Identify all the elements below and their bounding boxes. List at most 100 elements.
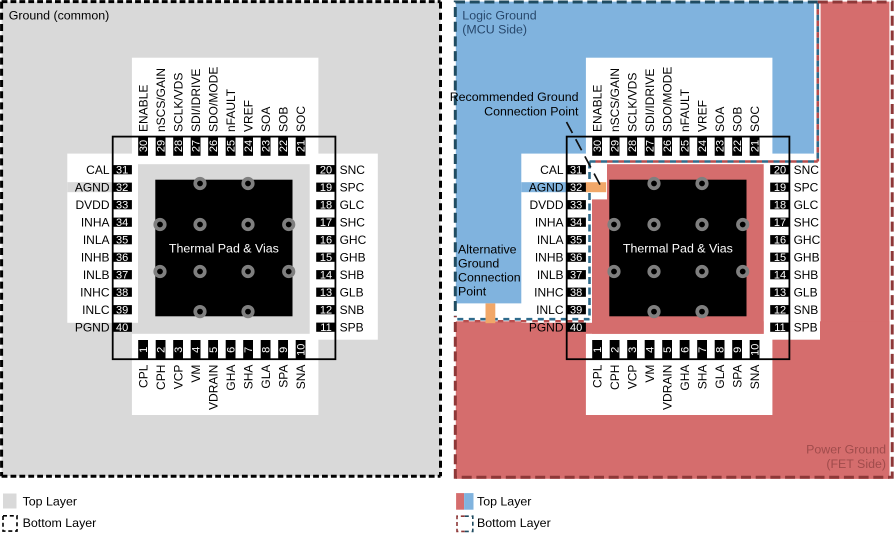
svg-text:SHA: SHA: [241, 365, 255, 390]
svg-text:26: 26: [208, 140, 220, 152]
svg-text:18: 18: [774, 199, 786, 211]
svg-text:GHB: GHB: [340, 251, 366, 265]
svg-text:17: 17: [774, 217, 786, 229]
svg-text:10: 10: [295, 344, 307, 356]
svg-text:SNC: SNC: [794, 163, 820, 177]
svg-text:SHC: SHC: [794, 216, 820, 230]
svg-text:GLA: GLA: [259, 365, 273, 389]
svg-text:35: 35: [116, 234, 128, 246]
svg-text:(MCU Side): (MCU Side): [462, 23, 527, 37]
svg-text:GLC: GLC: [340, 198, 365, 212]
svg-text:35: 35: [570, 234, 582, 246]
svg-text:24: 24: [243, 140, 255, 152]
svg-text:PGND: PGND: [75, 321, 110, 335]
svg-text:CAL: CAL: [540, 163, 564, 177]
svg-text:29: 29: [609, 140, 621, 152]
svg-text:8: 8: [260, 347, 272, 353]
svg-text:SCLK/VDS: SCLK/VDS: [625, 73, 639, 132]
svg-text:21: 21: [749, 140, 761, 152]
svg-text:INLB: INLB: [537, 268, 564, 282]
svg-text:INLC: INLC: [536, 303, 564, 317]
svg-text:15: 15: [774, 252, 786, 264]
svg-text:15: 15: [320, 252, 332, 264]
svg-text:SOC: SOC: [748, 106, 762, 132]
svg-text:PGND: PGND: [529, 321, 564, 335]
svg-text:28: 28: [173, 140, 185, 152]
svg-text:SPA: SPA: [730, 365, 744, 388]
svg-text:nSCS/GAIN: nSCS/GAIN: [154, 68, 168, 132]
svg-text:16: 16: [774, 234, 786, 246]
svg-text:VCP: VCP: [625, 365, 639, 390]
svg-text:38: 38: [570, 287, 582, 299]
svg-text:SHB: SHB: [340, 268, 365, 282]
svg-text:ENABLE: ENABLE: [590, 85, 604, 132]
svg-text:10: 10: [749, 344, 761, 356]
svg-text:5: 5: [662, 347, 674, 353]
svg-text:INHC: INHC: [80, 286, 110, 300]
svg-text:Thermal Pad & Vias: Thermal Pad & Vias: [623, 241, 733, 255]
svg-text:33: 33: [116, 199, 128, 211]
svg-text:17: 17: [320, 217, 332, 229]
svg-text:9: 9: [732, 347, 744, 353]
svg-text:SDO/MODE: SDO/MODE: [660, 67, 674, 132]
svg-text:Logic Ground: Logic Ground: [462, 9, 537, 23]
svg-text:29: 29: [155, 140, 167, 152]
svg-text:INHC: INHC: [534, 286, 564, 300]
svg-text:INLB: INLB: [83, 268, 110, 282]
svg-text:4: 4: [644, 347, 656, 353]
svg-text:31: 31: [116, 164, 128, 176]
svg-text:CAL: CAL: [86, 163, 110, 177]
svg-text:6: 6: [679, 347, 691, 353]
svg-text:SDI/IDRIVE: SDI/IDRIVE: [643, 69, 657, 132]
svg-text:GHC: GHC: [340, 233, 367, 247]
svg-text:VREF: VREF: [241, 100, 255, 132]
svg-text:INLA: INLA: [83, 233, 110, 247]
svg-text:1: 1: [138, 347, 150, 353]
svg-text:19: 19: [320, 182, 332, 194]
svg-text:VM: VM: [643, 365, 657, 383]
svg-text:Point: Point: [458, 285, 487, 299]
svg-text:nFAULT: nFAULT: [224, 88, 238, 132]
svg-text:31: 31: [570, 164, 582, 176]
svg-text:32: 32: [570, 182, 582, 194]
svg-text:SPC: SPC: [340, 181, 365, 195]
svg-text:SNA: SNA: [294, 365, 308, 390]
svg-text:12: 12: [774, 304, 786, 316]
svg-text:SOC: SOC: [294, 106, 308, 132]
svg-text:20: 20: [774, 164, 786, 176]
svg-text:AGND: AGND: [75, 181, 110, 195]
svg-text:Ground: Ground: [458, 256, 499, 270]
svg-text:SHB: SHB: [794, 268, 819, 282]
svg-text:16: 16: [320, 234, 332, 246]
svg-text:3: 3: [627, 347, 639, 353]
svg-text:SHA: SHA: [695, 365, 709, 390]
svg-text:VDRAIN: VDRAIN: [206, 365, 220, 410]
svg-text:GLB: GLB: [794, 286, 818, 300]
svg-text:Connection Point: Connection Point: [484, 105, 579, 119]
svg-text:SHC: SHC: [340, 216, 366, 230]
svg-text:38: 38: [116, 287, 128, 299]
svg-text:GHA: GHA: [678, 365, 692, 391]
svg-text:24: 24: [697, 140, 709, 152]
svg-text:22: 22: [732, 140, 744, 152]
svg-text:5: 5: [208, 347, 220, 353]
svg-text:AGND: AGND: [529, 181, 564, 195]
svg-text:39: 39: [570, 304, 582, 316]
svg-text:39: 39: [116, 304, 128, 316]
svg-text:13: 13: [320, 287, 332, 299]
svg-text:SOA: SOA: [713, 107, 727, 132]
svg-text:14: 14: [320, 269, 332, 281]
svg-text:CPL: CPL: [590, 364, 604, 388]
svg-text:37: 37: [116, 269, 128, 281]
svg-text:26: 26: [662, 140, 674, 152]
svg-text:3: 3: [173, 347, 185, 353]
svg-text:1: 1: [592, 347, 604, 353]
svg-text:32: 32: [116, 182, 128, 194]
svg-text:19: 19: [774, 182, 786, 194]
svg-text:INHA: INHA: [81, 216, 110, 230]
svg-text:8: 8: [714, 347, 726, 353]
svg-text:VDRAIN: VDRAIN: [660, 365, 674, 410]
svg-text:20: 20: [320, 164, 332, 176]
svg-text:30: 30: [592, 140, 604, 152]
svg-text:SDI/IDRIVE: SDI/IDRIVE: [189, 69, 203, 132]
